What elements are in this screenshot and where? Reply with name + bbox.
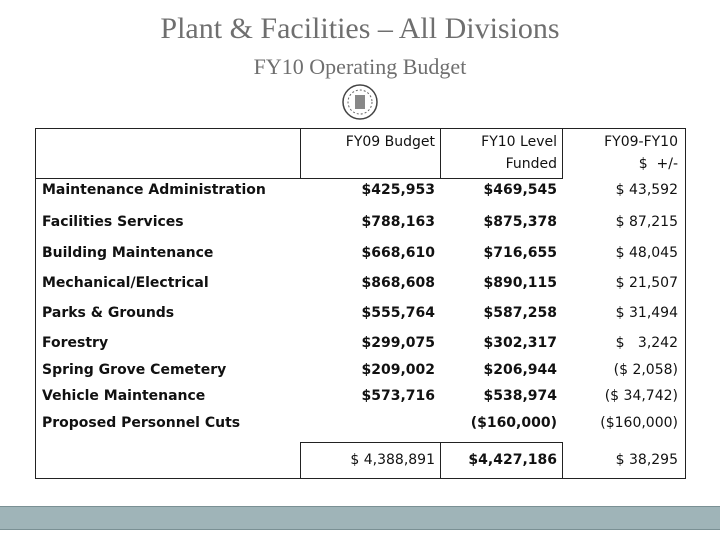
cell-value: ($ 2,058) — [613, 362, 678, 378]
column-header: Funded — [505, 156, 557, 172]
cell-value: $716,655 — [483, 245, 557, 261]
cell-value: $573,716 — [361, 388, 435, 404]
column-header: FY09-FY10 — [604, 134, 678, 150]
cell-value: $555,764 — [361, 305, 435, 321]
emblem — [342, 84, 378, 120]
total-value: $4,427,186 — [468, 452, 557, 468]
cell-value: $469,545 — [483, 182, 557, 198]
cell-value: $868,608 — [361, 275, 435, 291]
total-value: $ 4,388,891 — [350, 452, 435, 468]
header-cell — [35, 128, 301, 179]
slide-subtitle: FY10 Operating Budget — [253, 54, 467, 79]
footer-bar — [0, 506, 720, 530]
cell-value: $788,163 — [361, 214, 435, 230]
cell-value: ($160,000) — [600, 415, 678, 431]
row-label: Mechanical/Electrical — [42, 275, 209, 291]
cell-value: $209,002 — [361, 362, 435, 378]
cell-value: $ 48,045 — [615, 245, 678, 261]
row-label: Spring Grove Cemetery — [42, 362, 227, 378]
cell-value: $ 31,494 — [615, 305, 678, 321]
cell-value: $302,317 — [483, 335, 557, 351]
row-label: Facilities Services — [42, 214, 184, 230]
row-label: Parks & Grounds — [42, 305, 175, 321]
cell-value: $ 87,215 — [615, 214, 678, 230]
cell-value: $538,974 — [483, 388, 557, 404]
row-label: Building Maintenance — [42, 245, 214, 261]
cell-value: $ 21,507 — [615, 275, 678, 291]
row-label: Maintenance Administration — [42, 182, 266, 198]
row-label: Forestry — [42, 335, 109, 351]
cell-value: $ 43,592 — [615, 182, 678, 198]
cell-value: ($ 34,742) — [604, 388, 678, 404]
row-label: Vehicle Maintenance — [42, 388, 206, 404]
cell-value: $299,075 — [361, 335, 435, 351]
cell-value: $668,610 — [361, 245, 435, 261]
total-value: $ 38,295 — [615, 452, 678, 468]
cell-value: $425,953 — [361, 182, 435, 198]
cell-value: $ 3,242 — [615, 335, 678, 351]
row-label: Proposed Personnel Cuts — [42, 415, 241, 431]
cell-value: $875,378 — [483, 214, 557, 230]
total-cell — [440, 442, 563, 479]
column-header: FY10 Level — [481, 134, 557, 150]
column-header: FY09 Budget — [345, 134, 435, 150]
header-cell — [440, 128, 563, 179]
slide-title: Plant & Facilities – All Divisions — [160, 12, 560, 45]
cell-value: ($160,000) — [470, 415, 557, 431]
cell-value: $587,258 — [483, 305, 557, 321]
cell-value: $206,944 — [483, 362, 557, 378]
column-header: $ +/- — [638, 156, 678, 172]
cell-value: $890,115 — [483, 275, 557, 291]
